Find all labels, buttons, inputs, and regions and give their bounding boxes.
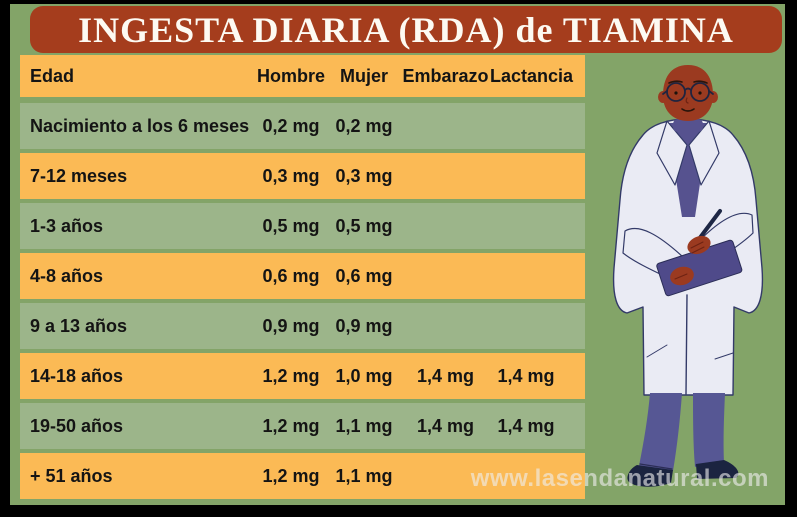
row-male: 1,2 mg: [262, 465, 320, 486]
table-row: 19-50 años 1,2 mg 1,1 mg 1,4 mg 1,4 mg: [20, 403, 585, 449]
page-title: INGESTA DIARIA (RDA) de TIAMINA: [78, 9, 734, 50]
table-row: Nacimiento a los 6 meses 0,2 mg 0,2 mg: [20, 103, 585, 149]
row-pregnancy: 1,4 mg: [416, 365, 475, 386]
row-female: 0,9 mg: [335, 315, 393, 336]
row-female: 1,0 mg: [335, 365, 393, 386]
row-male: 0,5 mg: [262, 215, 320, 236]
row-age: 1-3 años: [30, 215, 104, 236]
header-hombre: Hombre: [256, 65, 325, 86]
head: [663, 65, 713, 121]
background-panel: INGESTA DIARIA (RDA) de TIAMINA Edad Hom…: [10, 4, 785, 505]
header-edad: Edad: [30, 65, 75, 86]
row-male: 0,2 mg: [262, 115, 320, 136]
rda-table: Edad Hombre Mujer Embarazo Lactancia Nac…: [20, 55, 585, 503]
row-age: Nacimiento a los 6 meses: [30, 115, 250, 136]
row-age: 19-50 años: [30, 415, 124, 436]
table-row: 4-8 años 0,6 mg 0,6 mg: [20, 253, 585, 299]
shoes: [627, 460, 739, 487]
table-row: 14-18 años 1,2 mg 1,0 mg 1,4 mg 1,4 mg: [20, 353, 585, 399]
row-female: 1,1 mg: [335, 465, 393, 486]
row-age: 9 a 13 años: [30, 315, 128, 336]
row-male: 1,2 mg: [262, 415, 320, 436]
row-male: 0,9 mg: [262, 315, 320, 336]
table-header-row: Edad Hombre Mujer Embarazo Lactancia: [20, 55, 585, 97]
row-female: 0,5 mg: [335, 215, 393, 236]
row-female: 0,2 mg: [335, 115, 393, 136]
doctor-illustration: [612, 65, 764, 487]
row-female: 1,1 mg: [335, 415, 393, 436]
row-pregnancy: 1,4 mg: [416, 415, 475, 436]
row-age: 7-12 meses: [30, 165, 128, 186]
row-female: 0,3 mg: [335, 165, 393, 186]
table-row: + 51 años 1,2 mg 1,1 mg: [20, 453, 585, 499]
header-lactancia: Lactancia: [490, 65, 574, 86]
row-age: + 51 años: [30, 465, 113, 486]
table-row: 1-3 años 0,5 mg 0,5 mg: [20, 203, 585, 249]
row-male: 0,3 mg: [262, 165, 320, 186]
pen: [697, 209, 722, 241]
row-age: 4-8 años: [30, 265, 104, 286]
row-male: 0,6 mg: [262, 265, 320, 286]
row-male: 1,2 mg: [262, 365, 320, 386]
row-lactation: 1,4 mg: [497, 415, 555, 436]
header-mujer: Mujer: [339, 65, 388, 86]
title-bar: INGESTA DIARIA (RDA) de TIAMINA: [30, 6, 782, 53]
watermark: www.lasendanatural.com: [470, 465, 769, 492]
row-female: 0,6 mg: [335, 265, 393, 286]
trousers: [639, 393, 725, 471]
row-lactation: 1,4 mg: [497, 365, 555, 386]
table-row: 7-12 meses 0,3 mg 0,3 mg: [20, 153, 585, 199]
header-embarazo: Embarazo: [402, 65, 489, 86]
row-age: 14-18 años: [30, 365, 124, 386]
table-row: 9 a 13 años 0,9 mg 0,9 mg: [20, 303, 585, 349]
glasses-icon: [662, 82, 714, 102]
